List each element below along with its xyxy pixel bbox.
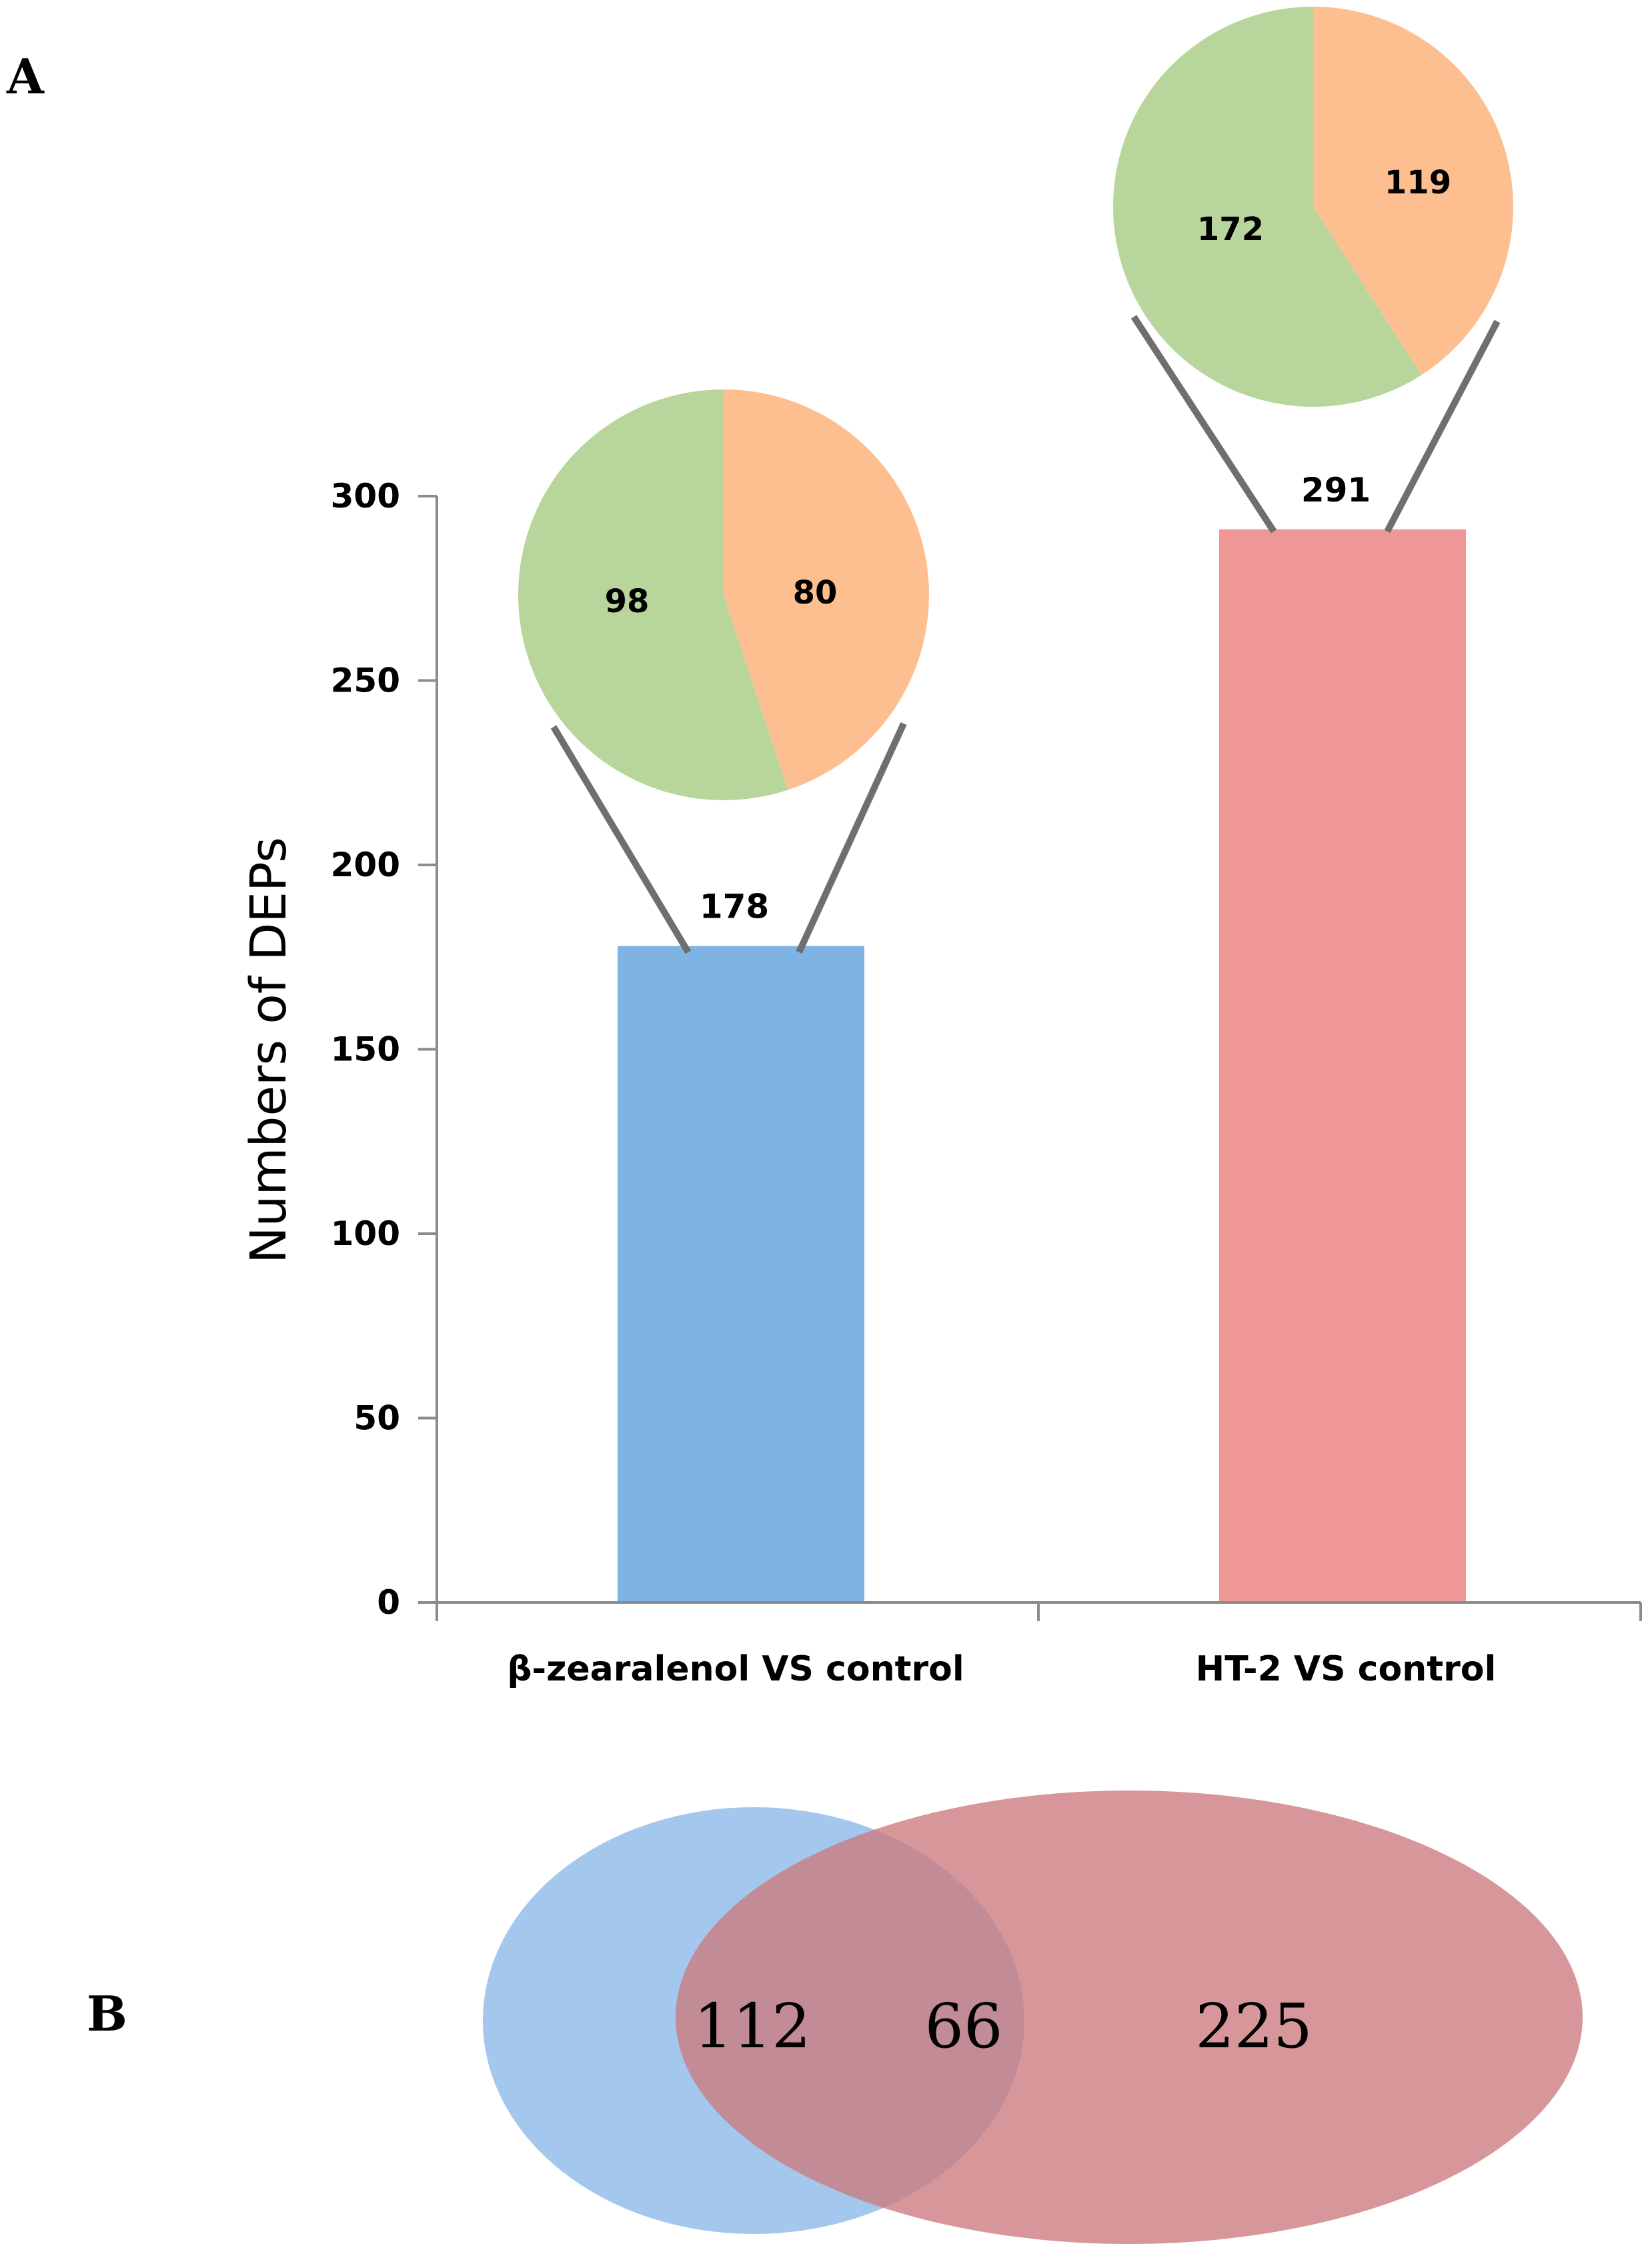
panel-letter-a: A xyxy=(6,48,45,105)
pie-chart-0: 98 80 xyxy=(518,389,930,800)
connector-line xyxy=(1384,319,1501,533)
venn-count-label: 66 xyxy=(924,1991,1002,2062)
bars xyxy=(618,529,1466,1602)
pie-chart-1: 172 119 xyxy=(1113,7,1513,407)
connector-line xyxy=(796,722,907,954)
y-axis-title: Numbers of DEPs xyxy=(240,837,297,1264)
bar-1 xyxy=(1219,529,1466,1602)
bar-data-labels: 178 291 xyxy=(700,471,1371,926)
y-tick-label: 0 xyxy=(377,1583,400,1622)
y-tick-label: 100 xyxy=(331,1214,400,1253)
bar-0 xyxy=(618,946,864,1602)
panel-letter-b: B xyxy=(87,1985,127,2042)
bar-chart: 0 50 100 150 200 250 300 β-zearalenol VS contr… xyxy=(240,7,1642,1689)
connector-line xyxy=(1130,315,1277,533)
y-tick-label: 300 xyxy=(331,477,400,515)
venn-diagram: 112 66 225 xyxy=(483,1791,1583,2244)
pie-slice-label: 98 xyxy=(605,583,650,620)
y-tick-label: 50 xyxy=(353,1399,400,1438)
venn-count-label: 225 xyxy=(1195,1991,1313,2062)
bar-data-label: 178 xyxy=(700,888,769,926)
connector-line xyxy=(550,725,692,954)
y-tick-label: 200 xyxy=(331,846,400,884)
y-tick-label: 150 xyxy=(331,1030,400,1069)
pie-slice-label: 172 xyxy=(1197,211,1264,248)
y-axis: 0 50 100 150 200 250 300 xyxy=(331,477,438,1622)
bar-data-label: 291 xyxy=(1301,471,1371,509)
pie-slice-label: 119 xyxy=(1385,164,1451,201)
x-category-label: HT-2 VS control xyxy=(1196,1649,1497,1689)
y-tick-label: 250 xyxy=(331,662,400,700)
pie-slice xyxy=(1313,7,1513,375)
connector-lines xyxy=(550,315,1501,954)
venn-count-label: 112 xyxy=(694,1991,811,2062)
pie-slice xyxy=(518,389,788,800)
pie-slice xyxy=(724,389,930,790)
x-category-label: β-zearalenol VS control xyxy=(507,1649,964,1689)
x-axis: β-zearalenol VS control HT-2 VS control xyxy=(436,1601,1642,1689)
pie-slice xyxy=(1113,7,1422,407)
venn-set-2 xyxy=(676,1791,1583,2244)
pie-charts: 98 80 172 119 xyxy=(518,7,1513,800)
pie-slice-label: 80 xyxy=(793,574,838,612)
